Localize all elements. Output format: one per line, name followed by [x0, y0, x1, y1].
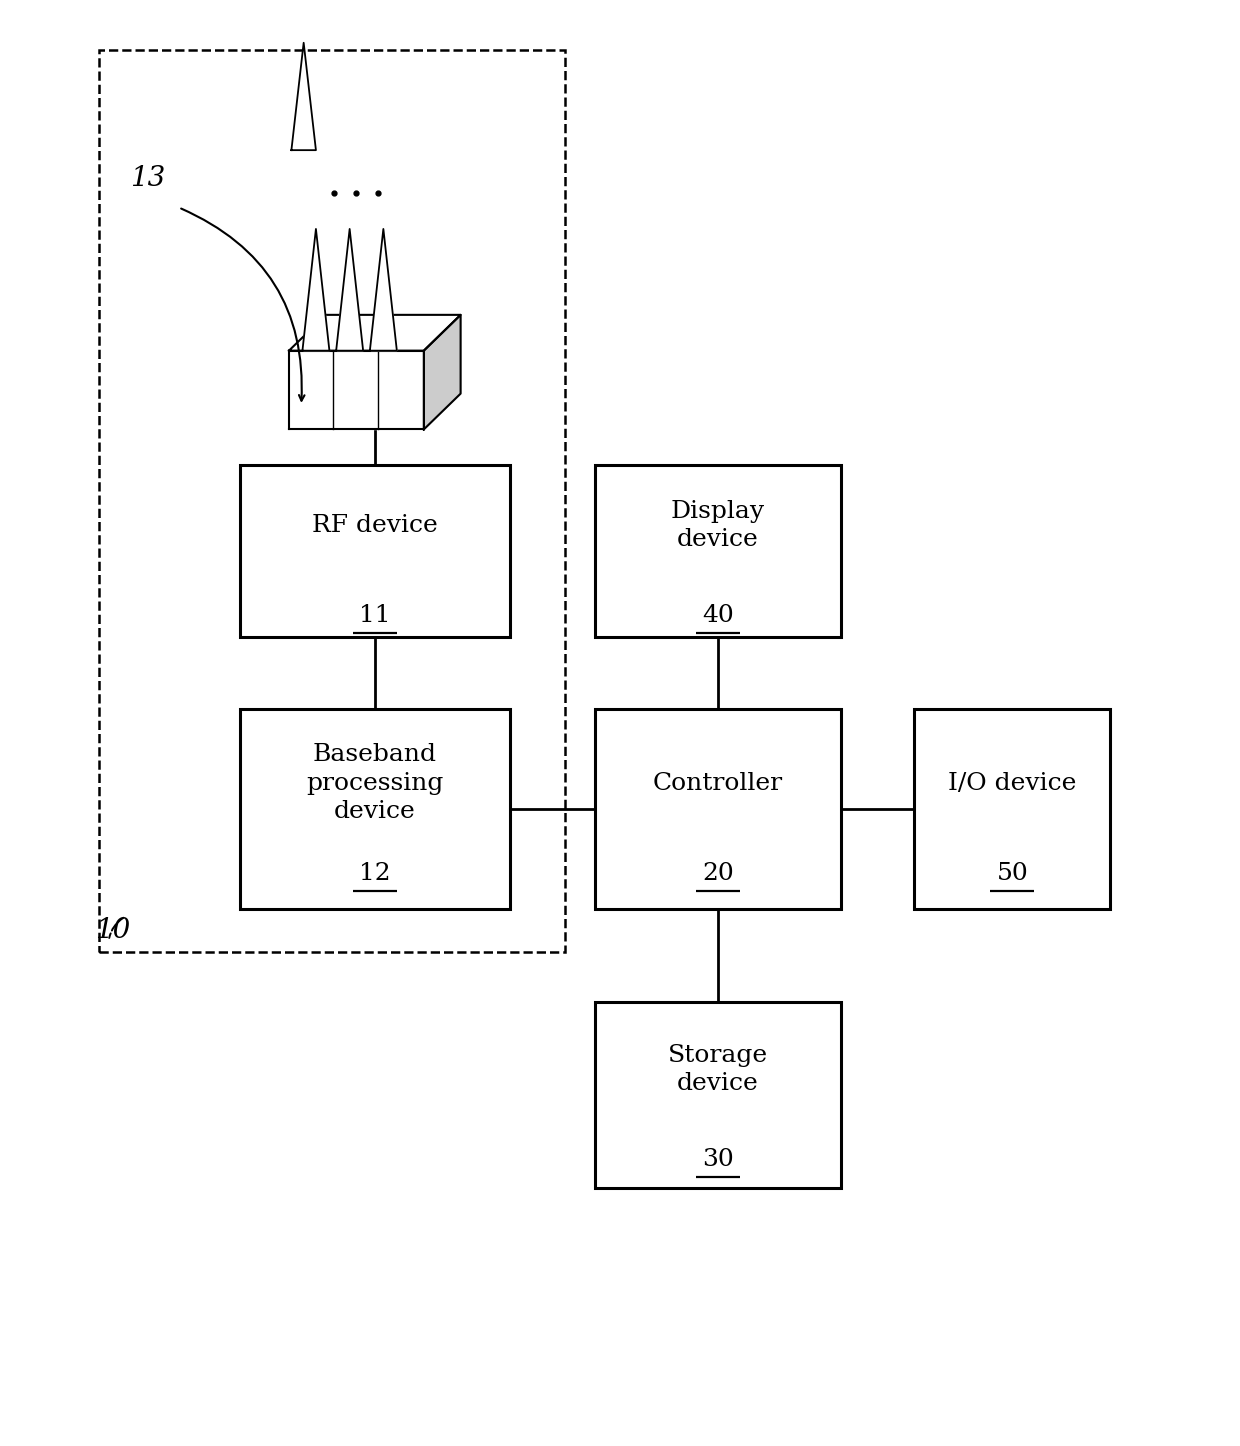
- Text: 30: 30: [702, 1148, 734, 1171]
- Polygon shape: [336, 228, 363, 350]
- Polygon shape: [424, 315, 460, 429]
- Text: 20: 20: [702, 862, 734, 885]
- Text: RF device: RF device: [312, 513, 438, 536]
- Text: 40: 40: [702, 604, 734, 628]
- Bar: [595, 709, 841, 910]
- Text: 50: 50: [997, 862, 1028, 885]
- Text: I/O device: I/O device: [949, 772, 1076, 795]
- Text: Baseband
processing
device: Baseband processing device: [306, 743, 444, 823]
- Text: 12: 12: [358, 862, 391, 885]
- Text: 13: 13: [130, 165, 166, 192]
- Polygon shape: [370, 228, 397, 350]
- Bar: [595, 1002, 841, 1189]
- Polygon shape: [289, 315, 460, 350]
- Polygon shape: [291, 43, 316, 150]
- Text: 10: 10: [95, 917, 130, 944]
- Text: 11: 11: [360, 604, 391, 628]
- Bar: [595, 466, 841, 638]
- Bar: [914, 709, 1111, 910]
- Text: Display
device: Display device: [671, 500, 765, 551]
- Text: Storage
device: Storage device: [668, 1044, 768, 1095]
- Bar: [99, 51, 565, 951]
- Polygon shape: [289, 350, 424, 429]
- Text: Controller: Controller: [653, 772, 784, 795]
- Bar: [239, 466, 510, 638]
- Polygon shape: [303, 228, 330, 350]
- Bar: [239, 709, 510, 910]
